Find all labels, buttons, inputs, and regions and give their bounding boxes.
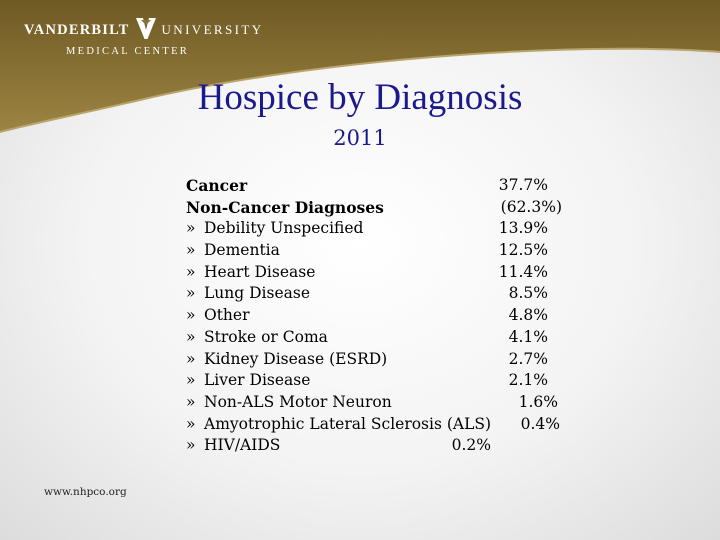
list-item: » Non-ALS Motor Neuron 1.6% bbox=[186, 392, 576, 414]
bullet-marker: » bbox=[186, 327, 196, 346]
diagnosis-percent: 0.4% bbox=[520, 414, 560, 433]
bullet-marker: » bbox=[186, 284, 196, 303]
header-banner bbox=[0, 0, 720, 133]
diagnosis-percent: 2.1% bbox=[508, 371, 548, 390]
list-item: » Debility Unspecified 13.9% bbox=[186, 218, 576, 240]
bullet-marker: » bbox=[186, 414, 196, 433]
list-item: » Kidney Disease (ESRD) 2.7% bbox=[186, 349, 576, 371]
diagnosis-list: Cancer 37.7% Non-Cancer Diagnoses (62.3%… bbox=[186, 175, 576, 457]
diagnosis-percent: 13.9% bbox=[498, 219, 548, 238]
logo-medical-center: MEDICAL CENTER bbox=[66, 46, 190, 57]
list-item: » Lung Disease 8.5% bbox=[186, 283, 576, 305]
source-url: www.nhpco.org bbox=[44, 486, 127, 498]
diagnosis-label: Dementia bbox=[204, 241, 280, 260]
diagnosis-percent: 4.1% bbox=[508, 327, 548, 346]
diagnosis-label: Cancer bbox=[186, 176, 248, 195]
list-item: » Dementia 12.5% bbox=[186, 240, 576, 262]
diagnosis-label: Non-Cancer Diagnoses bbox=[186, 197, 384, 217]
diagnosis-percent: 4.8% bbox=[508, 306, 548, 325]
bullet-marker: » bbox=[186, 219, 196, 238]
diagnosis-label: Kidney Disease (ESRD) bbox=[204, 349, 388, 368]
bullet-marker: » bbox=[186, 371, 196, 390]
diagnosis-percent: 11.4% bbox=[498, 262, 548, 281]
vanderbilt-oak-v-icon bbox=[135, 16, 157, 44]
diagnosis-percent: 1.6% bbox=[518, 392, 558, 411]
list-item: Cancer 37.7% bbox=[186, 175, 576, 197]
diagnosis-percent: 0.2% bbox=[451, 436, 491, 455]
list-item: » Liver Disease 2.1% bbox=[186, 370, 576, 392]
bullet-marker: » bbox=[186, 306, 196, 325]
list-item: » Amyotrophic Lateral Sclerosis (ALS) 0.4… bbox=[186, 414, 576, 436]
list-item: » Heart Disease 11.4% bbox=[186, 262, 576, 284]
diagnosis-label: Non-ALS Motor Neuron bbox=[204, 392, 392, 411]
logo-vanderbilt: VANDERBILT bbox=[24, 21, 130, 38]
diagnosis-percent: 37.7% bbox=[498, 176, 548, 194]
diagnosis-label: Amyotrophic Lateral Sclerosis (ALS) bbox=[204, 414, 492, 433]
logo-university: UNIVERSITY bbox=[161, 22, 264, 37]
bullet-marker: » bbox=[186, 392, 196, 411]
bullet-marker: » bbox=[186, 262, 196, 281]
list-item: » Stroke or Coma 4.1% bbox=[186, 327, 576, 349]
diagnosis-label: Other bbox=[204, 306, 250, 325]
diagnosis-label: Stroke or Coma bbox=[204, 327, 328, 346]
diagnosis-label: Liver Disease bbox=[204, 371, 311, 390]
list-item: » Other 4.8% bbox=[186, 305, 576, 327]
bullet-marker: » bbox=[186, 241, 196, 260]
bullet-marker: » bbox=[186, 436, 196, 455]
slide-subtitle: 2011 bbox=[333, 126, 387, 150]
diagnosis-label: HIV/AIDS bbox=[204, 436, 281, 455]
list-item: » HIV/AIDS 0.2% bbox=[186, 435, 576, 457]
list-item: Non-Cancer Diagnoses (62.3%) bbox=[186, 197, 576, 219]
diagnosis-percent: 8.5% bbox=[508, 284, 548, 303]
diagnosis-percent: 2.7% bbox=[508, 349, 548, 368]
diagnosis-label: Debility Unspecified bbox=[204, 219, 364, 238]
slide-title: Hospice by Diagnosis bbox=[197, 77, 523, 118]
diagnosis-percent: (62.3%) bbox=[500, 197, 562, 216]
university-logo: VANDERBILT UNIVERSITY bbox=[24, 16, 264, 44]
bullet-marker: » bbox=[186, 349, 196, 368]
diagnosis-label: Heart Disease bbox=[204, 262, 316, 281]
diagnosis-label: Lung Disease bbox=[204, 284, 310, 303]
diagnosis-percent: 12.5% bbox=[498, 241, 548, 260]
